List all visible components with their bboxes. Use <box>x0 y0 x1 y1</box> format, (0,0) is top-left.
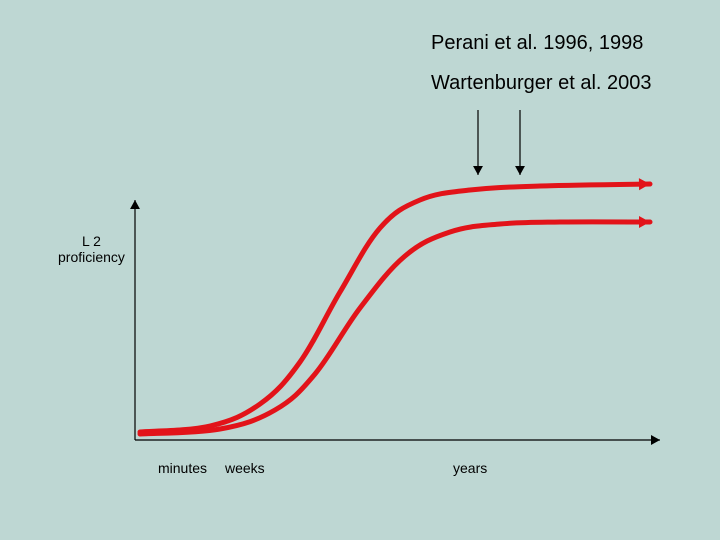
citation-wartenburger: Wartenburger et al. 2003 <box>431 72 652 95</box>
proficiency-chart <box>60 100 690 460</box>
x-axis-label-years: years <box>453 460 487 476</box>
x-axis-label-weeks: weeks <box>225 460 265 476</box>
curve-lower <box>140 222 650 434</box>
x-axis-label-minutes: minutes <box>158 460 207 476</box>
citation-perani: Perani et al. 1996, 1998 <box>431 32 643 55</box>
slide: Perani et al. 1996, 1998 Wartenburger et… <box>0 0 720 540</box>
